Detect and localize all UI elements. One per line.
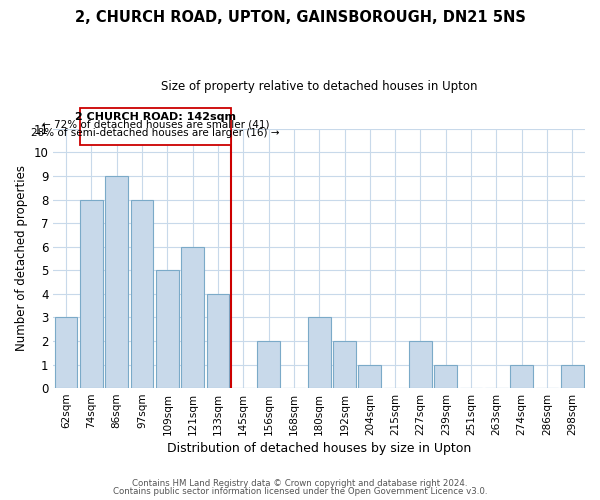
Text: 2 CHURCH ROAD: 142sqm: 2 CHURCH ROAD: 142sqm: [75, 112, 236, 122]
Bar: [55, 318, 77, 388]
X-axis label: Distribution of detached houses by size in Upton: Distribution of detached houses by size …: [167, 442, 472, 455]
Bar: [333, 341, 356, 388]
Bar: [131, 200, 154, 388]
Bar: [308, 318, 331, 388]
Text: 2, CHURCH ROAD, UPTON, GAINSBOROUGH, DN21 5NS: 2, CHURCH ROAD, UPTON, GAINSBOROUGH, DN2…: [74, 10, 526, 25]
Bar: [511, 364, 533, 388]
Y-axis label: Number of detached properties: Number of detached properties: [15, 166, 28, 352]
FancyBboxPatch shape: [80, 108, 230, 146]
Bar: [80, 200, 103, 388]
Bar: [257, 341, 280, 388]
Text: 28% of semi-detached houses are larger (16) →: 28% of semi-detached houses are larger (…: [31, 128, 280, 138]
Bar: [434, 364, 457, 388]
Text: ← 72% of detached houses are smaller (41): ← 72% of detached houses are smaller (41…: [41, 120, 269, 130]
Bar: [106, 176, 128, 388]
Bar: [156, 270, 179, 388]
Text: Contains HM Land Registry data © Crown copyright and database right 2024.: Contains HM Land Registry data © Crown c…: [132, 478, 468, 488]
Bar: [206, 294, 229, 388]
Bar: [561, 364, 584, 388]
Text: Contains public sector information licensed under the Open Government Licence v3: Contains public sector information licen…: [113, 487, 487, 496]
Bar: [181, 246, 204, 388]
Bar: [358, 364, 381, 388]
Title: Size of property relative to detached houses in Upton: Size of property relative to detached ho…: [161, 80, 478, 93]
Bar: [409, 341, 432, 388]
